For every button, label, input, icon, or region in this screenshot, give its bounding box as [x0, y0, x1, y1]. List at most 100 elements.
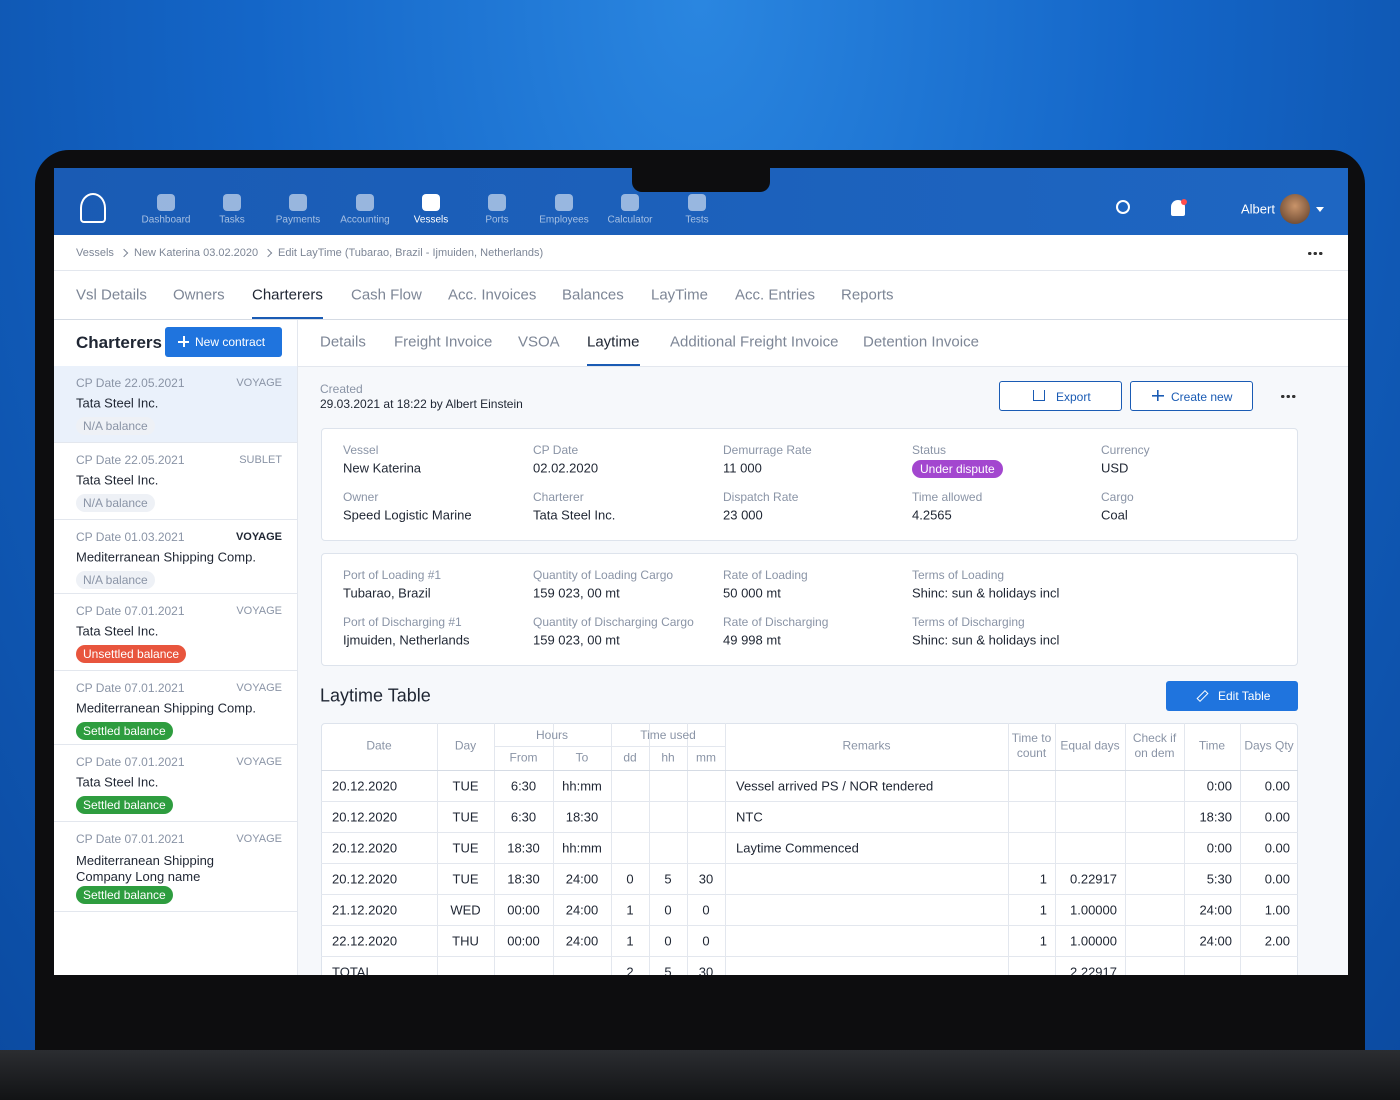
main-tab[interactable]: Acc. Entries — [735, 286, 816, 304]
user-name[interactable]: Albert — [1241, 201, 1275, 217]
column-line — [1055, 723, 1056, 975]
column-line — [553, 723, 554, 975]
table-cell: TUE — [452, 778, 479, 793]
more-menu[interactable] — [1280, 395, 1296, 398]
divider — [298, 366, 1348, 367]
breadcrumb-item[interactable]: Edit LayTime (Tubarao, Brazil - Ijmuiden… — [278, 247, 544, 259]
sub-tab[interactable]: VSOA — [518, 333, 560, 351]
button-label[interactable]: New contract — [195, 335, 266, 349]
nav-label[interactable]: Payments — [275, 214, 321, 226]
table-cell: 0 — [664, 933, 672, 948]
sidebar-border — [297, 320, 298, 975]
table-cell: WED — [450, 902, 481, 917]
field-value: 159 023, 00 mt — [533, 632, 620, 648]
nav-icon[interactable] — [621, 194, 639, 211]
edit-table-button[interactable] — [1166, 681, 1298, 711]
table-cell: 5 — [664, 871, 672, 886]
main-tab[interactable]: Vsl Details — [76, 286, 147, 304]
table-cell: 24:00 — [565, 933, 599, 948]
sub-tab[interactable]: Freight Invoice — [394, 333, 493, 351]
sub-tab[interactable]: Details — [320, 333, 366, 351]
table-cell: 0:00 — [1206, 840, 1232, 855]
column-header: hh — [661, 750, 675, 765]
cp-date: CP Date 07.01.2021 — [76, 832, 185, 846]
field-value: 23 000 — [723, 507, 763, 523]
sub-tab[interactable]: Laytime — [587, 333, 640, 351]
nav-icon[interactable] — [555, 194, 573, 211]
table-cell: 5 — [664, 964, 672, 975]
table-cell: 2.22917 — [1070, 964, 1117, 975]
nav-label[interactable]: Employees — [539, 214, 589, 226]
nav-label[interactable]: Accounting — [340, 214, 390, 226]
created-value: 29.03.2021 at 18:22 by Albert Einstein — [320, 397, 523, 411]
table-cell: 0 — [702, 902, 710, 917]
created-label: Created — [320, 382, 363, 396]
main-tab[interactable]: Reports — [841, 286, 894, 304]
field-value: USD — [1101, 460, 1129, 476]
field-value: 50 000 mt — [723, 585, 781, 601]
nav-icon[interactable] — [488, 194, 506, 211]
field-label: Terms of Discharging — [912, 615, 1025, 629]
sub-tab[interactable]: Additional Freight Invoice — [670, 333, 839, 351]
contract-type: VOYAGE — [235, 531, 282, 543]
table-cell: 0 — [664, 902, 672, 917]
more-menu[interactable] — [1307, 252, 1323, 255]
search-icon[interactable] — [1116, 200, 1130, 214]
nav-icon[interactable] — [422, 194, 440, 211]
column-header: dd — [623, 750, 637, 765]
column-header: To — [575, 750, 589, 765]
nav-label[interactable]: Tasks — [219, 214, 245, 226]
nav-icon[interactable] — [223, 194, 241, 211]
nav-label[interactable]: Ports — [485, 214, 509, 226]
cp-date: CP Date 07.01.2021 — [76, 681, 185, 695]
column-line — [1184, 723, 1185, 975]
nav-label[interactable]: Calculator — [607, 214, 653, 226]
sub-tab[interactable]: Detention Invoice — [863, 333, 979, 351]
table-cell: 6:30 — [510, 778, 537, 793]
table-cell: 20.12.2020 — [332, 871, 398, 886]
nav-label[interactable]: Tests — [685, 214, 709, 226]
avatar[interactable] — [1280, 194, 1310, 224]
main-tab[interactable]: Owners — [173, 286, 225, 304]
action-label[interactable]: Export — [1056, 390, 1091, 404]
breadcrumb-separator — [119, 248, 129, 258]
table-cell: hh:mm — [562, 840, 602, 855]
nav-icon[interactable] — [356, 194, 374, 211]
charterer-name: Tata Steel Inc. — [76, 395, 159, 411]
field-value: Coal — [1101, 507, 1128, 523]
nav-icon[interactable] — [157, 194, 175, 211]
nav-icon[interactable] — [688, 194, 706, 211]
main-tab[interactable]: Charterers — [252, 286, 323, 304]
column-header: Check if on dem — [1132, 731, 1177, 760]
main-tab[interactable]: Acc. Invoices — [448, 286, 537, 304]
nav-label[interactable]: Vessels — [413, 214, 449, 226]
breadcrumb-item[interactable]: Vessels — [76, 247, 114, 259]
breadcrumb-item[interactable]: New Katerina 03.02.2020 — [134, 247, 259, 259]
field-label: Dispatch Rate — [723, 490, 799, 504]
download-icon — [1033, 390, 1045, 401]
table-cell: 2.00 — [1264, 933, 1290, 948]
action-label[interactable]: Create new — [1171, 390, 1233, 404]
table-cell: 30 — [698, 964, 714, 975]
laptop-base — [0, 1050, 1400, 1100]
field-label: CP Date — [533, 443, 579, 457]
contract-type: VOYAGE — [236, 833, 282, 845]
main-tab[interactable]: LayTime — [651, 286, 708, 304]
main-tab[interactable]: Cash Flow — [351, 286, 422, 304]
table-cell: 21.12.2020 — [332, 902, 398, 917]
field-label: Rate of Loading — [723, 568, 808, 582]
button-label[interactable]: Edit Table — [1218, 689, 1271, 703]
divider — [54, 319, 1348, 320]
column-line — [649, 723, 650, 975]
nav-label[interactable]: Dashboard — [141, 214, 191, 226]
action-button[interactable] — [1130, 381, 1253, 411]
balance-badge: Settled balance — [76, 722, 173, 740]
action-button[interactable] — [999, 381, 1122, 411]
nav-icon[interactable] — [289, 194, 307, 211]
table-cell: 00:00 — [507, 933, 540, 948]
main-tab[interactable]: Balances — [562, 286, 624, 304]
user-caret[interactable] — [1316, 207, 1324, 212]
breadcrumb-separator — [263, 248, 273, 258]
table-cell: 18:30 — [1199, 809, 1232, 824]
active-tab-underline — [252, 317, 323, 319]
